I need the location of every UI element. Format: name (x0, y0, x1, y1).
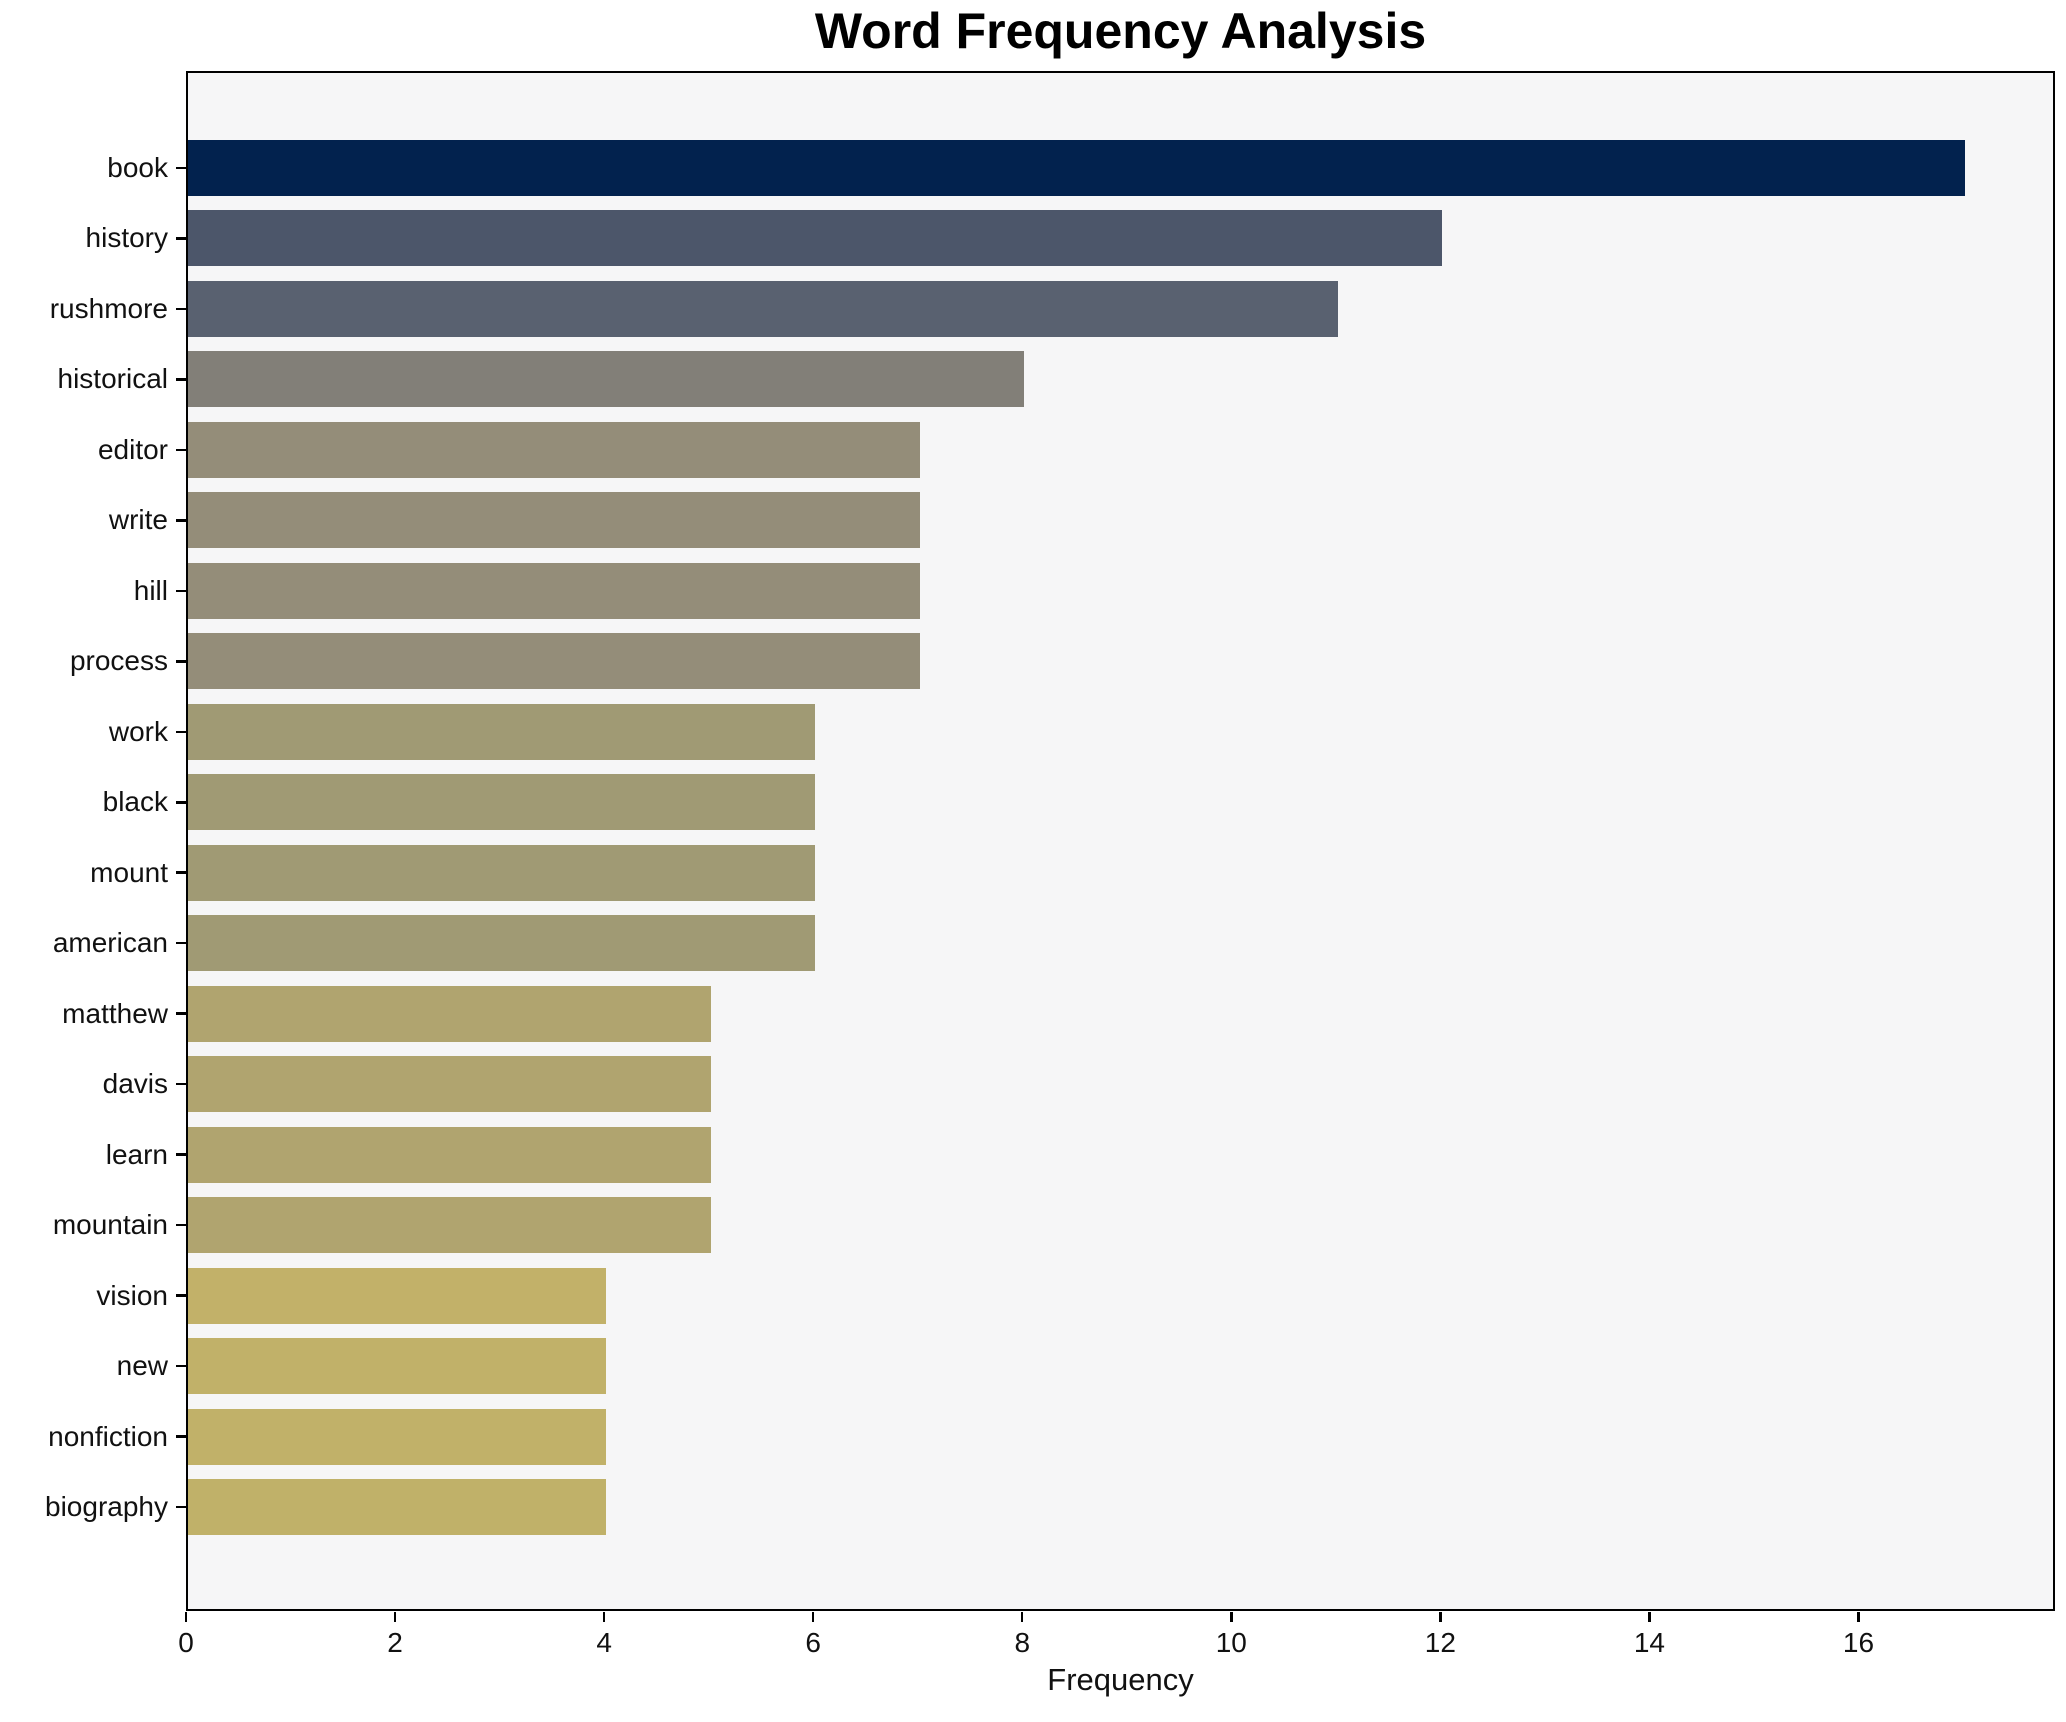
bar-vision (188, 1267, 606, 1324)
y-tick-mark (176, 448, 186, 452)
x-tick-label-2: 2 (387, 1627, 403, 1658)
x-tick-mark (811, 1612, 815, 1622)
y-tick-label-editor: editor (97, 433, 168, 465)
x-tick-label-8: 8 (1014, 1627, 1031, 1658)
y-tick-mark (176, 730, 186, 734)
bar-biography (188, 1479, 606, 1535)
y-tick-label-historical: historical (57, 363, 168, 395)
x-axis-label: Frequency (1047, 1662, 1194, 1697)
y-tick-label-work: work (108, 715, 168, 747)
y-tick-mark (176, 1294, 186, 1297)
y-tick-label-mount: mount (90, 856, 168, 888)
bar-nonfiction (188, 1408, 606, 1465)
y-tick-label-vision: vision (96, 1279, 168, 1311)
y-tick-mark (176, 1505, 186, 1509)
bar-rushmore (188, 280, 1338, 337)
y-tick-label-nonfiction: nonfiction (48, 1420, 168, 1452)
bar-mount (188, 844, 815, 901)
x-tick-mark (602, 1612, 606, 1622)
y-tick-mark (176, 307, 186, 311)
x-tick-mark (1020, 1612, 1024, 1622)
y-tick-mark (176, 237, 186, 240)
x-tick-mark (1648, 1612, 1651, 1622)
y-tick-label-hill: hill (133, 574, 168, 606)
y-tick-mark (176, 1364, 186, 1368)
y-tick-mark (176, 1435, 186, 1438)
y-tick-label-biography: biography (45, 1491, 168, 1522)
bar-process (188, 633, 920, 690)
y-tick-label-learn: learn (105, 1138, 168, 1170)
bar-work (188, 703, 815, 760)
x-tick-label-16: 16 (1842, 1627, 1875, 1658)
x-tick-mark (1230, 1612, 1233, 1622)
bar-new (188, 1338, 606, 1395)
y-tick-label-new: new (116, 1350, 168, 1382)
bar-editor (188, 421, 920, 478)
bar-history (188, 210, 1442, 267)
x-tick-mark (184, 1612, 188, 1622)
y-tick-mark (176, 660, 186, 663)
bar-matthew (188, 985, 711, 1042)
y-tick-label-history: history (85, 222, 168, 254)
y-tick-mark (176, 1082, 186, 1086)
bar-mountain (188, 1197, 711, 1254)
x-tick-mark (393, 1612, 397, 1622)
y-tick-mark (176, 589, 186, 593)
y-tick-label-rushmore: rushmore (49, 292, 168, 324)
x-tick-label-0: 0 (178, 1627, 194, 1658)
y-tick-mark (176, 871, 186, 874)
y-tick-label-write: write (108, 504, 168, 536)
x-tick-label-12: 12 (1424, 1627, 1456, 1658)
x-tick-mark (1857, 1612, 1860, 1622)
y-tick-mark (176, 378, 186, 381)
bar-davis (188, 1056, 711, 1113)
bar-american (188, 915, 815, 972)
x-tick-label-6: 6 (805, 1627, 821, 1658)
bar-hill (188, 562, 920, 619)
y-tick-mark (176, 1223, 186, 1227)
x-tick-label-10: 10 (1215, 1627, 1247, 1658)
y-tick-label-matthew: matthew (62, 997, 168, 1029)
y-tick-label-davis: davis (102, 1068, 168, 1100)
x-tick-label-14: 14 (1633, 1627, 1665, 1658)
bar-learn (188, 1126, 711, 1183)
x-tick-label-4: 4 (596, 1627, 612, 1658)
y-tick-label-american: american (52, 927, 168, 959)
bar-black (188, 774, 815, 831)
y-tick-label-process: process (69, 645, 168, 677)
y-tick-mark (176, 1012, 186, 1015)
bar-write (188, 492, 920, 549)
y-tick-label-black: black (102, 786, 168, 818)
y-tick-mark (176, 801, 186, 804)
y-tick-mark (176, 166, 186, 170)
y-tick-mark (176, 941, 186, 945)
chart-title: Word Frequency Analysis (814, 3, 1427, 59)
x-tick-mark (1439, 1612, 1442, 1622)
y-tick-label-mountain: mountain (52, 1209, 168, 1241)
bar-book (188, 140, 1965, 196)
y-tick-label-book: book (107, 152, 168, 183)
y-tick-mark (176, 519, 186, 522)
bar-historical (188, 351, 1024, 408)
y-tick-mark (176, 1153, 186, 1156)
